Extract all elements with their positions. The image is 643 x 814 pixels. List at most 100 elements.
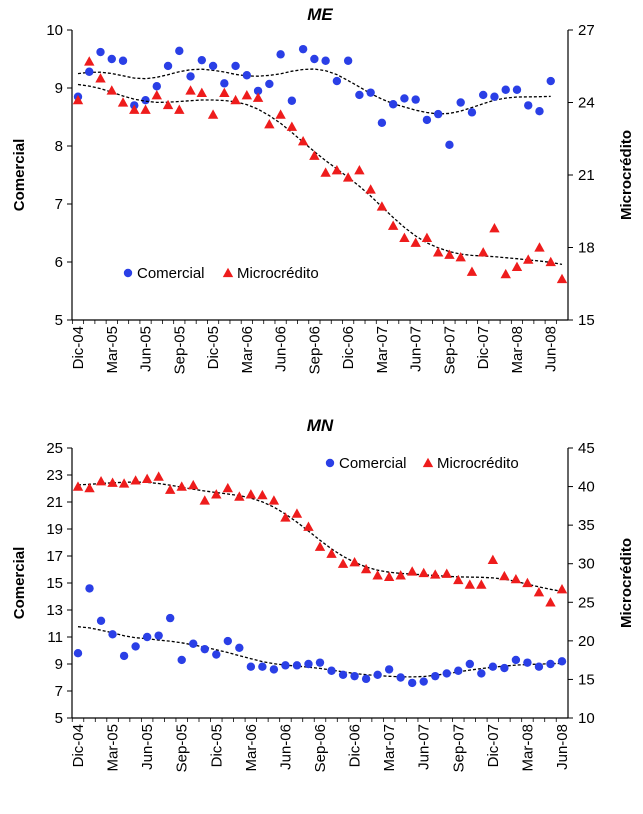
x-tick-label: Jun-06 (273, 326, 290, 372)
data-point (84, 482, 95, 493)
data-point (85, 67, 94, 76)
data-point (501, 85, 510, 94)
left-y-tick-label: 5 (55, 710, 63, 727)
data-point (298, 44, 308, 54)
right-y-tick-label: 24 (578, 95, 595, 112)
data-point (265, 79, 274, 89)
x-tick-label: Sep-05 (174, 724, 191, 772)
data-point (141, 95, 150, 105)
data-point (141, 473, 153, 484)
data-point (422, 115, 432, 125)
data-point (276, 50, 285, 59)
data-point (411, 95, 420, 104)
data-point (291, 508, 303, 518)
data-point (499, 570, 510, 581)
data-point (512, 85, 522, 94)
x-tick-label: Sep-05 (171, 326, 188, 374)
legend: Comercial Microcrédito (123, 265, 319, 282)
data-point (197, 55, 207, 65)
data-point (106, 85, 117, 95)
data-point (304, 659, 313, 669)
data-point (264, 119, 275, 129)
data-point (546, 76, 555, 86)
data-point (321, 56, 330, 65)
legend-marker-comercial (123, 268, 133, 278)
data-point (523, 658, 532, 667)
data-point (444, 249, 455, 259)
data-point (211, 489, 222, 499)
data-point (511, 655, 521, 665)
data-point (456, 98, 465, 107)
data-point (431, 671, 440, 681)
x-tick-label: Sep-06 (306, 326, 323, 374)
data-point (534, 242, 545, 252)
x-tick-label: Jun-07 (408, 326, 425, 372)
data-point (332, 76, 342, 86)
data-point (287, 96, 297, 105)
data-point (354, 164, 365, 175)
trend-line-microcredito (77, 481, 563, 593)
legend-label: Microcrédito (437, 455, 519, 472)
left-y-tick-label: 6 (55, 254, 63, 271)
data-point (407, 678, 417, 688)
left-y-tick-label: 9 (55, 656, 63, 673)
data-point (164, 484, 176, 494)
data-point (337, 558, 349, 568)
data-point (269, 665, 279, 674)
data-point (477, 669, 486, 678)
data-point (478, 247, 489, 257)
data-point (314, 541, 326, 551)
data-point (387, 220, 399, 230)
data-point (384, 665, 394, 674)
data-point (130, 475, 141, 485)
data-point (533, 587, 545, 597)
data-point (511, 261, 523, 271)
data-point (297, 135, 309, 146)
data-point (454, 666, 463, 675)
data-point (455, 251, 466, 262)
left-axis-title: Comercial (11, 547, 28, 620)
data-point (534, 662, 544, 671)
data-point (376, 201, 388, 211)
data-point (467, 108, 477, 117)
x-tick-label: Dic-04 (70, 326, 87, 369)
x-tick-label: Jun-05 (139, 724, 156, 770)
left-y-tick-label: 15 (46, 575, 63, 592)
data-point (410, 237, 421, 247)
right-y-tick-label: 21 (578, 167, 595, 184)
x-tick-label: Dic-07 (475, 326, 492, 369)
data-point (524, 101, 533, 110)
data-point (245, 489, 257, 499)
data-point (258, 662, 267, 671)
data-point (556, 273, 568, 284)
data-point (176, 481, 187, 491)
data-point (479, 90, 488, 100)
data-point (208, 61, 218, 71)
data-point (338, 670, 348, 679)
data-point (189, 639, 198, 648)
x-tick-label: Dic-07 (485, 724, 502, 767)
data-point (199, 495, 210, 505)
x-tick-label: Sep-06 (312, 724, 329, 772)
x-tick-label: Jun-08 (543, 326, 560, 372)
left-y-tick-label: 25 (46, 440, 63, 457)
data-point (421, 232, 433, 242)
data-point (432, 247, 444, 257)
data-point (185, 85, 196, 95)
legend-marker-microcredito (222, 267, 234, 278)
data-point (366, 88, 375, 97)
chart-panel-mn: MN 5 7 9 11 13 15 17 19 21 23 25 10 15 20 25 30 35 40 45 Dic… (11, 416, 635, 772)
data-point (464, 579, 476, 589)
data-point (331, 164, 343, 175)
legend-marker-comercial (325, 458, 335, 468)
data-point (154, 631, 163, 640)
x-tick-label: Mar-05 (105, 724, 122, 772)
left-y-tick-label: 5 (55, 312, 63, 329)
data-point (365, 184, 376, 194)
left-y-tick-label: 10 (46, 22, 63, 39)
data-point (234, 491, 245, 501)
data-point (406, 566, 418, 576)
left-y-tick-label: 23 (46, 467, 63, 484)
data-point (522, 577, 533, 588)
data-point (361, 674, 371, 684)
